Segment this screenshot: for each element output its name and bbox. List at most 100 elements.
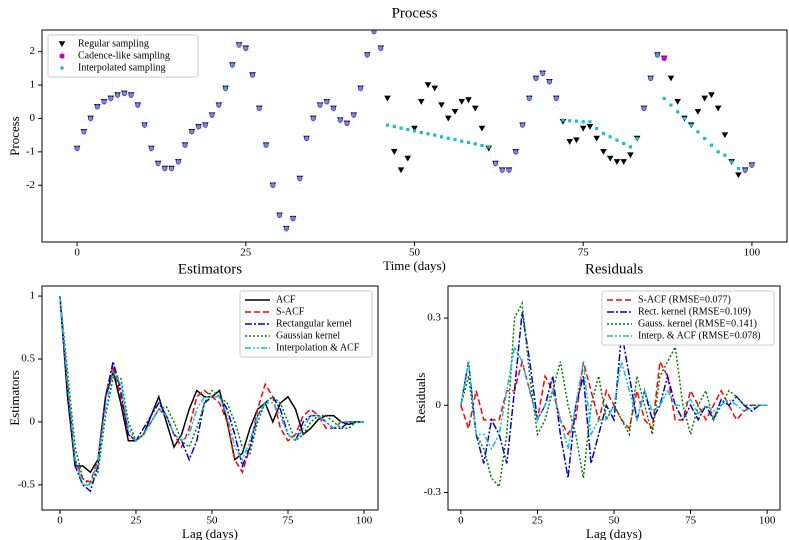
point <box>411 125 418 132</box>
point <box>426 132 430 136</box>
point <box>709 143 714 147</box>
point <box>453 137 457 142</box>
point <box>579 125 587 132</box>
series-line <box>460 358 768 436</box>
legend-marker <box>59 53 65 59</box>
point <box>493 161 498 166</box>
axes-frame <box>447 285 781 511</box>
point <box>210 113 214 117</box>
x-axis-label: Lag (days) <box>586 526 642 540</box>
point <box>723 153 727 157</box>
legend-marker <box>58 41 66 47</box>
point <box>527 96 531 101</box>
point <box>399 126 403 130</box>
point <box>541 71 545 76</box>
point <box>433 133 437 137</box>
point <box>473 142 477 146</box>
chart-title: Residuals <box>585 261 643 277</box>
point <box>379 46 383 50</box>
point <box>606 155 614 162</box>
y-tick-label: 2 <box>30 45 36 57</box>
point <box>566 139 574 145</box>
point <box>142 123 147 127</box>
point <box>365 53 369 57</box>
x-tick-label: 75 <box>685 515 697 527</box>
series-line <box>460 300 768 489</box>
series-line <box>59 296 365 486</box>
legend-label: Interpolation & ACF <box>276 342 360 353</box>
point <box>714 105 722 112</box>
legend-marker <box>60 66 64 70</box>
x-tick-label: 50 <box>409 247 421 259</box>
point <box>390 149 398 155</box>
point <box>676 110 680 114</box>
point <box>655 53 660 57</box>
point <box>593 135 601 142</box>
point <box>190 130 194 134</box>
point <box>478 125 486 132</box>
point <box>439 135 444 139</box>
x-tick-label: 75 <box>578 247 590 259</box>
y-axis-label: Residuals <box>413 373 428 424</box>
x-axis-label: Lag (days) <box>182 526 238 540</box>
point <box>460 139 464 143</box>
point <box>163 166 167 171</box>
point <box>250 73 255 77</box>
series-line <box>460 312 768 479</box>
point <box>136 103 140 107</box>
legend-label: Rect. kernel (RMSE=0.109) <box>638 306 751 317</box>
point <box>662 96 666 101</box>
point <box>331 106 336 111</box>
point <box>304 136 309 141</box>
point <box>485 145 493 152</box>
point <box>600 149 607 155</box>
legend-label: S-ACF <box>276 306 305 317</box>
y-tick-label: 1 <box>30 79 36 91</box>
point <box>88 116 93 121</box>
x-tick-label: 0 <box>57 515 63 527</box>
point <box>338 118 342 122</box>
legend-label: Cadence-like sampling <box>78 50 170 61</box>
point <box>385 123 390 127</box>
point <box>223 86 228 91</box>
point <box>694 108 702 115</box>
x-tick-label: 25 <box>532 515 544 527</box>
point <box>703 136 707 141</box>
y-tick-label: -0.3 <box>424 486 442 498</box>
y-axis-label: Estimators <box>7 370 22 426</box>
y-tick-label: -1 <box>26 145 35 157</box>
plot-area <box>460 300 768 489</box>
y-axis-label: Process <box>7 116 22 156</box>
point <box>480 143 484 148</box>
legend-label: Regular sampling <box>78 38 149 49</box>
point <box>149 146 153 151</box>
point <box>129 93 133 97</box>
x-tick-label: 100 <box>356 515 373 527</box>
point <box>601 131 606 136</box>
point <box>392 124 396 129</box>
point <box>661 55 667 61</box>
legend-label: Gaussian kernel <box>276 330 340 341</box>
point <box>635 136 639 141</box>
point <box>406 127 410 132</box>
point <box>404 155 412 162</box>
y-tick-label: 0 <box>30 415 36 427</box>
legend-label: ACF <box>276 294 296 305</box>
point <box>446 136 450 140</box>
point <box>581 120 585 124</box>
legend: S-ACF (RMSE=0.077)Rect. kernel (RMSE=0.1… <box>601 290 775 346</box>
point <box>561 118 565 122</box>
point <box>237 43 241 47</box>
point <box>615 138 619 142</box>
point <box>701 95 708 102</box>
point <box>588 120 592 124</box>
y-tick-label: -0.5 <box>18 478 36 490</box>
y-tick-label: -2 <box>26 179 35 191</box>
point <box>291 217 295 221</box>
point <box>203 123 207 127</box>
point <box>716 150 720 154</box>
point <box>586 124 594 130</box>
